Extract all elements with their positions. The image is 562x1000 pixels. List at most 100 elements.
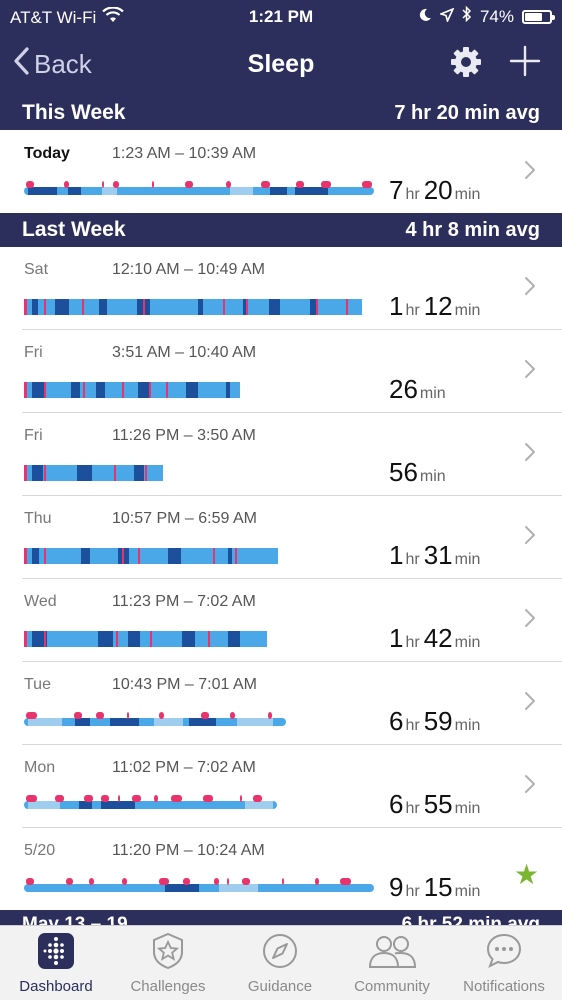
sleep-duration: 7 hr 20 min	[389, 175, 484, 206]
sleep-log-row[interactable]: Thu 10:57 PM – 6:59 AM 1 hr 31 min	[0, 496, 562, 579]
hours-unit: hr	[405, 883, 420, 900]
row-divider	[22, 329, 562, 330]
sleep-day: Today	[24, 145, 70, 162]
sleep-log-row[interactable]: 5/20 11:20 PM – 10:24 AM 9 hr 15 min	[0, 828, 562, 911]
chevron-right-icon	[523, 275, 537, 302]
sleep-pattern-bar	[24, 299, 362, 315]
duration-hours: 6	[389, 789, 404, 819]
minutes-unit: min	[454, 302, 481, 319]
sleep-duration: 9 hr 15 min	[389, 872, 484, 903]
sleep-day: Fri	[24, 427, 43, 444]
sleep-duration: 1 hr 31 min	[389, 540, 484, 571]
row-divider	[22, 661, 562, 662]
sleep-pattern-bar	[24, 465, 163, 481]
sleep-duration: 1 hr 42 min	[389, 623, 484, 654]
back-button[interactable]: Back	[12, 46, 92, 83]
duration-minutes: 15	[423, 872, 453, 902]
sleep-time-range: 10:43 PM – 7:01 AM	[112, 676, 257, 693]
nav-bar: Back Sleep	[0, 34, 562, 92]
tab-community[interactable]: Community	[336, 932, 448, 995]
sleep-pattern-bar	[24, 795, 277, 809]
goal-star-icon: ★	[514, 859, 540, 890]
status-time: 1:21 PM	[248, 7, 314, 26]
section-title: May 13 – 19	[22, 914, 128, 926]
minutes-unit: min	[454, 717, 481, 734]
status-bar: AT&T Wi-Fi 1:21 PM 74%	[0, 0, 562, 32]
section-title: This Week	[22, 101, 126, 124]
wifi-icon	[102, 6, 125, 28]
duration-hours: 1	[389, 540, 404, 570]
duration-hours: 7	[389, 175, 404, 205]
hours-unit: hr	[405, 186, 420, 203]
sleep-pattern-bar	[24, 181, 374, 195]
chevron-right-icon	[523, 607, 537, 634]
sleep-duration: 6 hr 59 min	[389, 706, 484, 737]
minutes-unit: min	[454, 551, 481, 568]
duration-minutes: 59	[423, 706, 453, 736]
sleep-pattern-bar	[24, 712, 286, 726]
chevron-left-icon	[12, 46, 30, 83]
sleep-log-row[interactable]: Tue 10:43 PM – 7:01 AM 6 hr 59 min	[0, 662, 562, 745]
sleep-log-row[interactable]: Today 1:23 AM – 10:39 AM 7 hr 20 min	[0, 131, 562, 214]
minutes-unit: min	[454, 186, 481, 203]
tab-dashboard[interactable]: Dashboard	[0, 932, 112, 995]
hours-unit: hr	[405, 302, 420, 319]
sleep-pattern-bar	[24, 382, 240, 398]
minutes-unit: min	[454, 634, 481, 651]
battery-percent: 74%	[479, 6, 514, 26]
sleep-day: Thu	[24, 510, 52, 527]
dashboard-icon	[37, 933, 75, 974]
sleep-time-range: 11:20 PM – 10:24 AM	[112, 842, 265, 859]
chevron-right-icon	[523, 524, 537, 551]
sleep-log-row[interactable]: Wed 11:23 PM – 7:02 AM 1 hr 42 min	[0, 579, 562, 662]
row-divider	[22, 578, 562, 579]
sleep-log-row[interactable]: Fri 11:26 PM – 3:50 AM 56 min	[0, 413, 562, 496]
sleep-pattern-bar	[24, 548, 278, 564]
row-divider	[22, 744, 562, 745]
sleep-day: Wed	[24, 593, 57, 610]
tab-challenges[interactable]: Challenges	[112, 932, 224, 995]
hours-unit: hr	[405, 800, 420, 817]
chevron-right-icon	[523, 358, 537, 385]
hours-unit: hr	[405, 717, 420, 734]
bluetooth-icon	[462, 5, 472, 27]
duration-hours: 6	[389, 706, 404, 736]
sleep-log-row[interactable]: Sat 12:10 AM – 10:49 AM 1 hr 12 min	[0, 247, 562, 330]
gear-icon[interactable]	[448, 44, 484, 85]
plus-icon[interactable]	[508, 44, 542, 83]
tab-guidance[interactable]: Guidance	[224, 932, 336, 995]
sleep-time-range: 10:57 PM – 6:59 AM	[112, 510, 257, 527]
duration-minutes: 55	[423, 789, 453, 819]
tab-notifications[interactable]: Notifications	[448, 932, 560, 995]
sleep-pattern-bar	[24, 631, 267, 647]
location-icon	[438, 6, 455, 27]
minutes-unit: min	[454, 883, 481, 900]
compass-icon	[261, 934, 299, 974]
section-this-week: This Week 7 hr 20 min avg	[0, 96, 562, 130]
star-badge-icon	[149, 932, 187, 974]
duration-minutes: 12	[423, 291, 453, 321]
section-next-week: May 13 – 19 6 hr 52 min avg	[0, 910, 562, 926]
tab-label: Dashboard	[19, 978, 93, 995]
minutes-unit: min	[419, 468, 446, 485]
row-divider	[22, 412, 562, 413]
tab-label: Community	[354, 978, 430, 995]
carrier-label: AT&T Wi-Fi	[10, 7, 97, 27]
sleep-day: Mon	[24, 759, 56, 776]
sleep-time-range: 11:26 PM – 3:50 AM	[112, 427, 256, 444]
tab-label: Challenges	[130, 978, 206, 995]
duration-hours: 9	[389, 872, 404, 902]
sleep-time-range: 11:23 PM – 7:02 AM	[112, 593, 256, 610]
sleep-day: Sat	[24, 261, 49, 278]
minutes-unit: min	[454, 800, 481, 817]
chevron-right-icon	[523, 159, 537, 186]
sleep-log-row[interactable]: Mon 11:02 PM – 7:02 AM 6 hr 55 min	[0, 745, 562, 828]
sleep-log-row[interactable]: Fri 3:51 AM – 10:40 AM 26 min	[0, 330, 562, 413]
chevron-right-icon	[523, 773, 537, 800]
tab-label: Notifications	[463, 978, 545, 995]
minutes-unit: min	[419, 385, 446, 402]
sleep-duration: 1 hr 12 min	[389, 291, 484, 322]
duration-minutes: 20	[423, 175, 453, 205]
people-icon	[365, 936, 419, 974]
page-title: Sleep	[247, 50, 315, 78]
